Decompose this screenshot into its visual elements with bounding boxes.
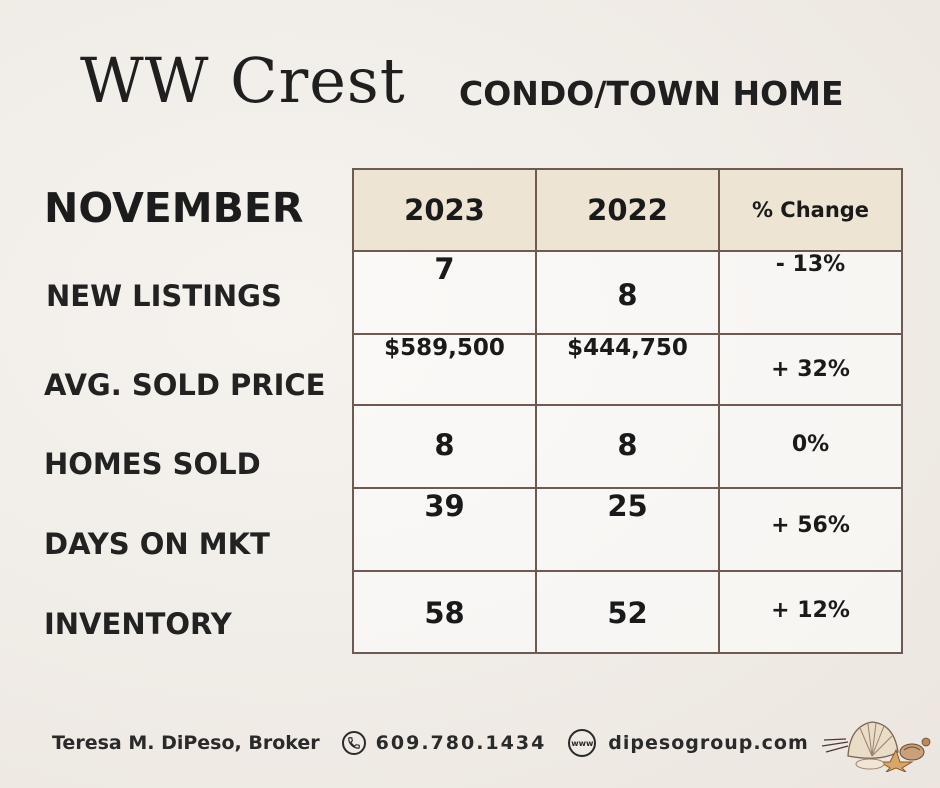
cell-inventory-2022: 52 [535,570,720,654]
cell-inventory-change: + 12% [718,570,903,654]
table-header-row: 2023 2022 % Change [352,168,903,252]
phone-number[interactable]: 609.780.1434 [375,732,547,754]
column-header-change: % Change [718,168,903,252]
table-row: 7 8 - 13% [352,250,903,335]
cell-new-listings-2023: 7 [352,250,537,335]
row-label-days-on-mkt: DAYS ON MKT [44,527,270,561]
www-icon: www [568,729,597,757]
table-row: 39 25 + 56% [352,487,903,572]
page-title: WW Crest [80,44,406,117]
cell-homes-sold-2022: 8 [535,404,720,489]
table-row: 8 8 0% [352,404,903,489]
footer: Teresa M. DiPeso, Broker 609.780.1434 ww… [52,728,809,758]
column-header-2023: 2023 [352,168,537,252]
seashells-icon [821,721,931,772]
cell-avg-sold-price-2022: $444,750 [535,333,720,406]
cell-new-listings-2022: 8 [535,250,720,335]
row-label-homes-sold: HOMES SOLD [44,447,261,481]
cell-avg-sold-price-change: + 32% [718,333,903,406]
page-subtitle: CONDO/TOWN HOME [459,74,844,113]
table-row: $589,500 $444,750 + 32% [352,333,903,406]
broker-name: Teresa M. DiPeso, Broker [52,732,320,754]
row-label-avg-sold-price: AVG. SOLD PRICE [44,368,326,402]
column-header-2022: 2022 [535,168,720,252]
table-row: 58 52 + 12% [352,570,903,654]
month-label: NOVEMBER [44,184,304,232]
cell-inventory-2023: 58 [352,570,537,654]
cell-days-on-mkt-change: + 56% [718,487,903,572]
cell-avg-sold-price-2023: $589,500 [352,333,537,406]
phone-icon [341,731,366,755]
cell-homes-sold-change: 0% [718,404,903,489]
cell-days-on-mkt-2022: 25 [535,487,720,572]
cell-homes-sold-2023: 8 [352,404,537,489]
row-label-new-listings: NEW LISTINGS [46,279,282,313]
row-label-inventory: INVENTORY [44,607,232,641]
stats-table: 2023 2022 % Change 7 8 - 13% $589,500 $4… [352,168,903,654]
cell-new-listings-change: - 13% [718,250,903,335]
website-link[interactable]: dipesogroup.com [608,732,809,754]
cell-days-on-mkt-2023: 39 [352,487,537,572]
www-icon-label: www [571,738,594,748]
